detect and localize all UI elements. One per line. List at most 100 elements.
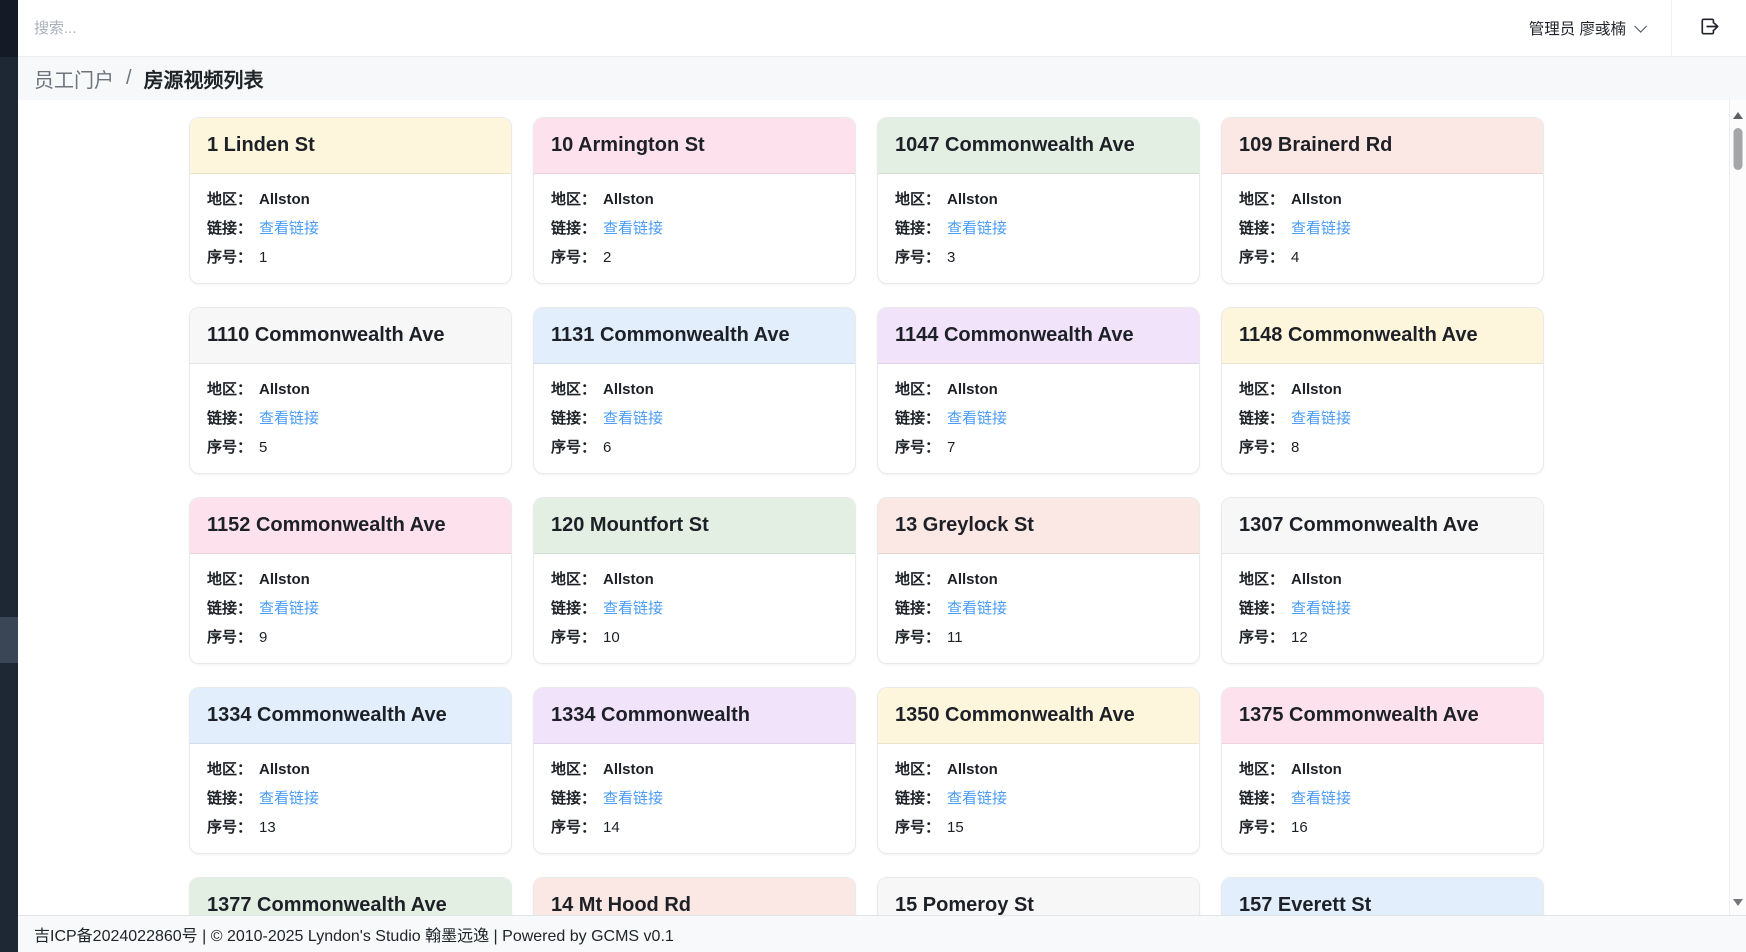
view-link[interactable]: 查看链接	[603, 410, 664, 427]
vertical-scrollbar[interactable]	[1729, 100, 1746, 915]
view-link[interactable]: 查看链接	[603, 220, 664, 237]
index-value: 14	[603, 819, 620, 836]
property-card: 10 Armington St 地区： Allston 链接： 查看链接 序号： 2	[533, 117, 856, 284]
region-value: Allston	[1291, 761, 1342, 778]
link-row: 链接： 查看链接	[1239, 407, 1526, 427]
view-link[interactable]: 查看链接	[259, 220, 320, 237]
index-row: 序号： 3	[895, 246, 1182, 266]
sidebar-logo-area	[0, 0, 18, 57]
property-card: 1307 Commonwealth Ave 地区： Allston 链接： 查看链接 序号…	[1221, 497, 1544, 664]
index-value: 10	[603, 629, 620, 646]
index-value: 16	[1291, 819, 1308, 836]
property-card: 1110 Commonwealth Ave 地区： Allston 链接： 查看链接 序号…	[189, 307, 512, 474]
index-row: 序号： 11	[895, 626, 1182, 646]
topbar: 管理员 廖彧楠	[18, 0, 1746, 57]
card-grid: 1 Linden St 地区： Allston 链接： 查看链接 序号： 1 10 Armin…	[189, 117, 1544, 915]
card-title: 15 Pomeroy St	[895, 894, 1034, 915]
link-label: 链接：	[1239, 600, 1285, 617]
index-value: 9	[259, 629, 268, 646]
view-link[interactable]: 查看链接	[947, 600, 1008, 617]
index-label: 序号：	[895, 629, 941, 646]
view-link[interactable]: 查看链接	[947, 220, 1008, 237]
card-body: 地区： Allston 链接： 查看链接 序号： 3	[878, 174, 1199, 283]
card-header: 1375 Commonwealth Ave	[1222, 688, 1543, 744]
index-value: 15	[947, 819, 964, 836]
property-card: 120 Mountfort St 地区： Allston 链接： 查看链接 序号： 10	[533, 497, 856, 664]
index-row: 序号： 12	[1239, 626, 1526, 646]
view-link[interactable]: 查看链接	[1291, 220, 1352, 237]
region-label: 地区：	[551, 761, 597, 778]
content-area: 1 Linden St 地区： Allston 链接： 查看链接 序号： 1 10 Armin…	[18, 100, 1729, 915]
index-row: 序号： 8	[1239, 436, 1526, 456]
view-link[interactable]: 查看链接	[947, 410, 1008, 427]
card-body: 地区： Allston 链接： 查看链接 序号： 15	[878, 744, 1199, 853]
link-label: 链接：	[551, 220, 597, 237]
link-row: 链接： 查看链接	[1239, 217, 1526, 237]
link-label: 链接：	[551, 410, 597, 427]
card-body: 地区： Allston 链接： 查看链接 序号： 14	[534, 744, 855, 853]
card-title: 10 Armington St	[551, 134, 705, 156]
region-label: 地区：	[551, 571, 597, 588]
view-link[interactable]: 查看链接	[1291, 410, 1352, 427]
link-label: 链接：	[895, 220, 941, 237]
view-link[interactable]: 查看链接	[259, 410, 320, 427]
breadcrumb-parent-link[interactable]: 员工门户	[34, 70, 114, 92]
region-row: 地区： Allston	[1239, 758, 1526, 778]
card-header: 120 Mountfort St	[534, 498, 855, 554]
index-value: 5	[259, 439, 268, 456]
card-header: 10 Armington St	[534, 118, 855, 174]
region-value: Allston	[947, 381, 998, 398]
link-label: 链接：	[1239, 220, 1285, 237]
region-value: Allston	[259, 761, 310, 778]
card-body: 地区： Allston 链接： 查看链接 序号： 11	[878, 554, 1199, 663]
link-label: 链接：	[207, 410, 253, 427]
view-link[interactable]: 查看链接	[1291, 790, 1352, 807]
card-title: 1334 Commonwealth Ave	[207, 704, 447, 726]
card-body: 地区： Allston 链接： 查看链接 序号： 12	[1222, 554, 1543, 663]
scroll-down-arrow-icon[interactable]	[1733, 899, 1743, 906]
index-row: 序号： 5	[207, 436, 494, 456]
view-link[interactable]: 查看链接	[947, 790, 1008, 807]
index-row: 序号： 13	[207, 816, 494, 836]
scroll-up-arrow-icon[interactable]	[1733, 112, 1743, 119]
card-header: 13 Greylock St	[878, 498, 1199, 554]
index-label: 序号：	[551, 439, 597, 456]
card-title: 120 Mountfort St	[551, 514, 709, 536]
region-label: 地区：	[1239, 571, 1285, 588]
index-value: 6	[603, 439, 612, 456]
card-header: 1334 Commonwealth	[534, 688, 855, 744]
region-label: 地区：	[895, 761, 941, 778]
property-card: 1148 Commonwealth Ave 地区： Allston 链接： 查看链接 序号…	[1221, 307, 1544, 474]
chevron-down-icon	[1634, 19, 1647, 33]
region-label: 地区：	[1239, 381, 1285, 398]
region-row: 地区： Allston	[551, 378, 838, 398]
card-title: 1131 Commonwealth Ave	[551, 324, 790, 346]
region-value: Allston	[259, 191, 310, 208]
scrollbar-thumb[interactable]	[1733, 128, 1743, 170]
view-link[interactable]: 查看链接	[603, 600, 664, 617]
user-menu-label: 管理员 廖彧楠	[1528, 21, 1626, 38]
view-link[interactable]: 查看链接	[603, 790, 664, 807]
sidebar-active-item[interactable]	[0, 617, 18, 663]
search-input[interactable]	[34, 19, 454, 37]
index-value: 7	[947, 439, 956, 456]
index-row: 序号： 15	[895, 816, 1182, 836]
card-title: 1110 Commonwealth Ave	[207, 324, 445, 346]
card-body: 地区： Allston 链接： 查看链接 序号： 4	[1222, 174, 1543, 283]
index-row: 序号： 2	[551, 246, 838, 266]
view-link[interactable]: 查看链接	[259, 790, 320, 807]
logout-button[interactable]	[1672, 0, 1746, 56]
region-row: 地区： Allston	[895, 758, 1182, 778]
view-link[interactable]: 查看链接	[259, 600, 320, 617]
card-title: 109 Brainerd Rd	[1239, 134, 1393, 156]
sidebar-strip[interactable]	[0, 0, 18, 952]
link-row: 链接： 查看链接	[207, 217, 494, 237]
card-header: 1350 Commonwealth Ave	[878, 688, 1199, 744]
view-link[interactable]: 查看链接	[1291, 600, 1352, 617]
index-row: 序号： 4	[1239, 246, 1526, 266]
card-header: 1 Linden St	[190, 118, 511, 174]
region-row: 地区： Allston	[207, 758, 494, 778]
user-menu[interactable]: 管理员 廖彧楠	[1501, 0, 1671, 56]
card-body: 地区： Allston 链接： 查看链接 序号： 10	[534, 554, 855, 663]
